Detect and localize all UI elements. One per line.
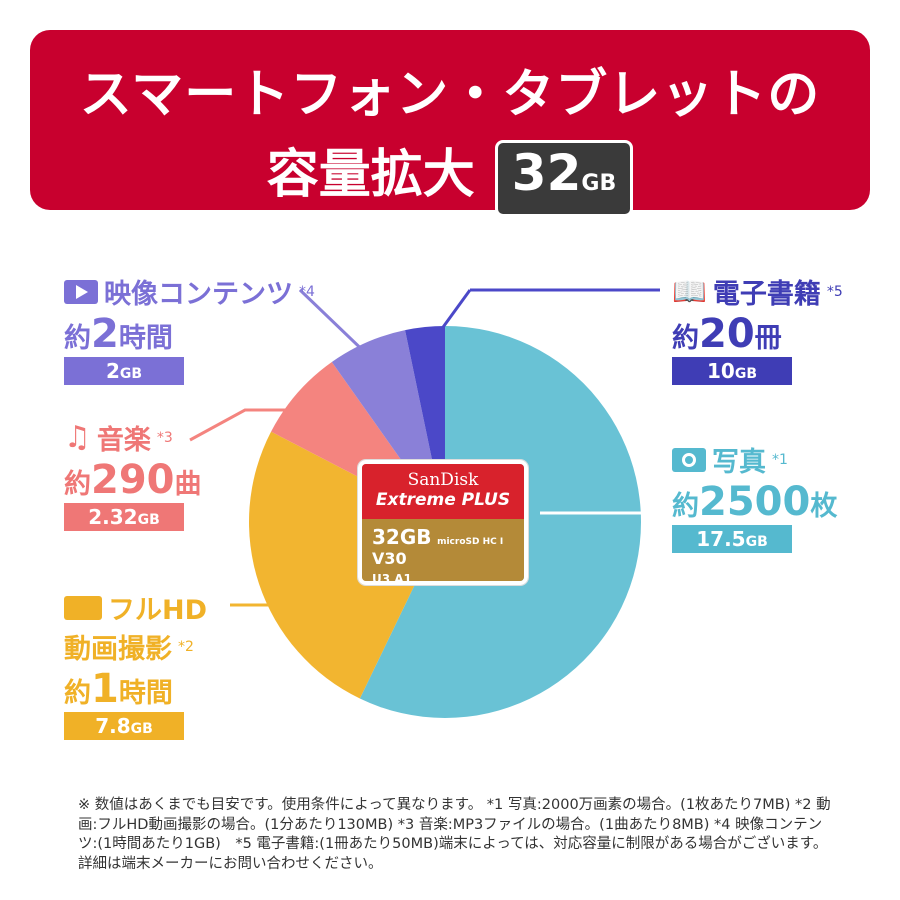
music-size: 2.32GB <box>64 503 184 531</box>
label-music: ♫ 音楽 *3 約290曲 2.32GB <box>64 418 202 531</box>
size-unit: GB <box>745 534 768 550</box>
size-value: 7.8 <box>95 714 131 738</box>
video-num: 1 <box>91 666 119 712</box>
title-text: 容量拡大 <box>266 145 475 205</box>
label-photo: 写真 *1 約2500枚 17.5GB <box>672 440 837 553</box>
prefix: 約 <box>64 678 91 709</box>
ebook-size: 10GB <box>672 357 792 385</box>
video-title1: フルHD <box>108 595 208 626</box>
title-line1: スマートフォン・タブレットの <box>79 65 821 125</box>
music-unit: 曲 <box>174 469 202 500</box>
size-value: 2.32 <box>88 505 138 529</box>
size-unit: GB <box>734 366 757 382</box>
capacity-number: 32 <box>511 143 582 202</box>
card-class: U3 A1 <box>372 572 412 585</box>
label-ebook: 📖 電子書籍 *5 約20冊 10GB <box>672 272 843 385</box>
ebook-title: 電子書籍 <box>712 279 821 310</box>
book-icon: 📖 <box>672 275 707 308</box>
music-note-icon: ♫ <box>64 420 91 455</box>
prefix: 約 <box>64 469 91 500</box>
prefix: 約 <box>672 491 699 522</box>
contents-num: 2 <box>91 311 119 357</box>
video-size: 7.8GB <box>64 712 184 740</box>
contents-size: 2GB <box>64 357 184 385</box>
ebook-num: 20 <box>699 311 755 357</box>
header-banner: スマートフォン・タブレットの 容量拡大 32GB <box>30 30 870 217</box>
card-brand: SanDisk <box>407 470 479 490</box>
camera-icon <box>672 447 706 472</box>
music-note: *3 <box>156 429 173 446</box>
card-model: Extreme PLUS <box>375 490 511 510</box>
music-title: 音楽 <box>96 425 151 456</box>
card-marks: microSD HC I <box>437 537 504 547</box>
photo-num: 2500 <box>699 479 811 525</box>
photo-size: 17.5GB <box>672 525 792 553</box>
video-note: *2 <box>178 638 194 655</box>
footnotes: ※ 数値はあくまでも目安です。使用条件によって異なります。 *1 写真:2000… <box>78 797 831 872</box>
video-title2: 動画撮影 <box>64 634 172 665</box>
leader-music <box>189 408 310 442</box>
size-value: 17.5 <box>696 527 746 551</box>
photo-title: 写真 <box>712 447 766 478</box>
video-camera-icon <box>64 595 102 620</box>
capacity-badge: 32GB <box>494 139 634 217</box>
card-capacity: 32GB <box>372 525 432 549</box>
size-unit: GB <box>137 512 160 528</box>
prefix: 約 <box>672 323 699 354</box>
capacity-unit: GB <box>581 170 617 196</box>
photo-note: *1 <box>772 451 788 468</box>
ebook-unit: 冊 <box>754 323 782 354</box>
leader-contents <box>298 288 377 364</box>
play-icon <box>64 279 98 304</box>
size-value: 10 <box>706 359 735 383</box>
prefix: 約 <box>64 323 91 354</box>
size-unit: GB <box>119 366 143 382</box>
title-line2: 容量拡大 32GB <box>30 132 870 217</box>
video-unit: 時間 <box>118 678 173 709</box>
leader-ebook-diag <box>423 289 472 353</box>
size-unit: GB <box>130 721 153 737</box>
contents-title: 映像コンテンツ <box>104 279 293 310</box>
photo-unit: 枚 <box>810 491 838 522</box>
sandisk-card-image: SanDisk Extreme PLUS 32GB microSD HC I V3… <box>358 460 528 585</box>
label-contents: 映像コンテンツ *4 約2時間 2GB <box>64 272 315 385</box>
music-num: 290 <box>91 457 175 503</box>
ebook-note: *5 <box>826 283 843 300</box>
contents-unit: 時間 <box>118 323 173 354</box>
card-speed: V30 <box>372 549 407 568</box>
label-video: フルHD 動画撮影 *2 約1時間 7.8GB <box>64 588 207 740</box>
size-value: 2 <box>105 359 120 383</box>
contents-note: *4 <box>299 283 315 300</box>
